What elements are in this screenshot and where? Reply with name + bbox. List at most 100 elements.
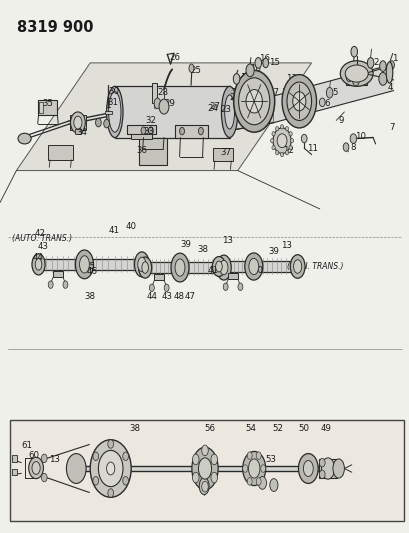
Polygon shape <box>82 466 339 471</box>
Ellipse shape <box>41 454 47 463</box>
Polygon shape <box>229 88 273 131</box>
Ellipse shape <box>74 116 82 129</box>
Ellipse shape <box>349 134 356 143</box>
Ellipse shape <box>95 118 101 127</box>
Ellipse shape <box>271 146 274 150</box>
Ellipse shape <box>258 477 266 489</box>
Ellipse shape <box>18 133 31 144</box>
Ellipse shape <box>41 473 47 482</box>
Ellipse shape <box>288 146 292 150</box>
Bar <box>38 100 57 115</box>
Text: 41: 41 <box>207 266 218 275</box>
Text: 36: 36 <box>136 146 147 155</box>
Ellipse shape <box>286 82 311 120</box>
Text: 51: 51 <box>302 455 313 464</box>
Ellipse shape <box>98 450 123 487</box>
Text: 55: 55 <box>250 455 261 464</box>
Text: 27: 27 <box>209 102 220 111</box>
Text: 20: 20 <box>247 88 258 97</box>
Ellipse shape <box>63 281 68 288</box>
Text: 29: 29 <box>164 99 175 108</box>
Text: 12: 12 <box>283 146 293 155</box>
Ellipse shape <box>379 61 385 71</box>
Ellipse shape <box>75 250 93 279</box>
Text: 13: 13 <box>222 237 233 245</box>
Ellipse shape <box>224 95 234 129</box>
Ellipse shape <box>344 65 367 82</box>
Text: 40: 40 <box>252 266 263 275</box>
Ellipse shape <box>270 139 273 143</box>
Ellipse shape <box>32 254 45 275</box>
Bar <box>12 469 17 475</box>
Ellipse shape <box>244 253 262 280</box>
Ellipse shape <box>221 86 237 138</box>
Ellipse shape <box>159 99 169 114</box>
Ellipse shape <box>332 459 344 478</box>
Ellipse shape <box>48 281 53 288</box>
Ellipse shape <box>269 479 277 491</box>
Ellipse shape <box>108 92 121 132</box>
Ellipse shape <box>321 458 334 479</box>
Ellipse shape <box>164 284 169 292</box>
Text: (MAN. TRANS.): (MAN. TRANS.) <box>286 262 343 271</box>
Text: 39: 39 <box>180 240 191 248</box>
Text: 15: 15 <box>269 59 279 67</box>
Ellipse shape <box>79 256 89 273</box>
Ellipse shape <box>260 465 265 472</box>
Ellipse shape <box>179 127 184 135</box>
Ellipse shape <box>326 87 332 98</box>
Bar <box>48 145 73 160</box>
Bar <box>115 86 229 138</box>
Ellipse shape <box>32 462 40 474</box>
Ellipse shape <box>219 260 227 274</box>
Text: 23: 23 <box>220 106 231 114</box>
Ellipse shape <box>233 74 239 84</box>
Text: 50: 50 <box>298 424 309 433</box>
Text: 38: 38 <box>85 292 95 301</box>
Text: 40: 40 <box>126 222 136 231</box>
Bar <box>53 271 63 277</box>
Text: (AUTO. TRANS.): (AUTO. TRANS.) <box>12 234 72 243</box>
Text: 25: 25 <box>190 66 201 75</box>
Ellipse shape <box>222 283 227 290</box>
Ellipse shape <box>319 458 324 467</box>
Ellipse shape <box>201 445 208 456</box>
Ellipse shape <box>281 75 316 128</box>
Polygon shape <box>175 125 208 138</box>
Ellipse shape <box>246 88 261 131</box>
Text: 59: 59 <box>110 455 121 464</box>
Ellipse shape <box>141 127 146 134</box>
Text: 26: 26 <box>169 53 180 62</box>
Ellipse shape <box>275 151 278 155</box>
Text: 16: 16 <box>258 54 269 63</box>
Ellipse shape <box>345 72 352 82</box>
Ellipse shape <box>262 58 268 68</box>
Ellipse shape <box>285 151 288 155</box>
Text: 41: 41 <box>108 226 119 235</box>
Text: 48: 48 <box>173 292 184 301</box>
Ellipse shape <box>108 440 113 448</box>
Text: 18: 18 <box>250 64 261 72</box>
Text: 38: 38 <box>197 245 207 254</box>
Ellipse shape <box>103 119 109 128</box>
Ellipse shape <box>290 255 304 278</box>
Text: 42: 42 <box>35 229 45 238</box>
Ellipse shape <box>319 98 324 107</box>
Polygon shape <box>127 125 155 134</box>
Ellipse shape <box>242 465 247 472</box>
Bar <box>213 148 232 161</box>
Ellipse shape <box>256 478 261 485</box>
Text: 60: 60 <box>28 451 39 459</box>
Ellipse shape <box>342 143 348 151</box>
Ellipse shape <box>350 46 357 57</box>
Text: 34: 34 <box>76 128 87 136</box>
Bar <box>318 459 336 478</box>
Text: 10: 10 <box>355 132 365 141</box>
Ellipse shape <box>122 452 128 461</box>
Ellipse shape <box>247 452 252 459</box>
Text: 44: 44 <box>33 254 44 262</box>
Ellipse shape <box>237 283 242 290</box>
Ellipse shape <box>66 454 86 483</box>
Ellipse shape <box>293 260 301 273</box>
Text: 43: 43 <box>37 243 48 251</box>
